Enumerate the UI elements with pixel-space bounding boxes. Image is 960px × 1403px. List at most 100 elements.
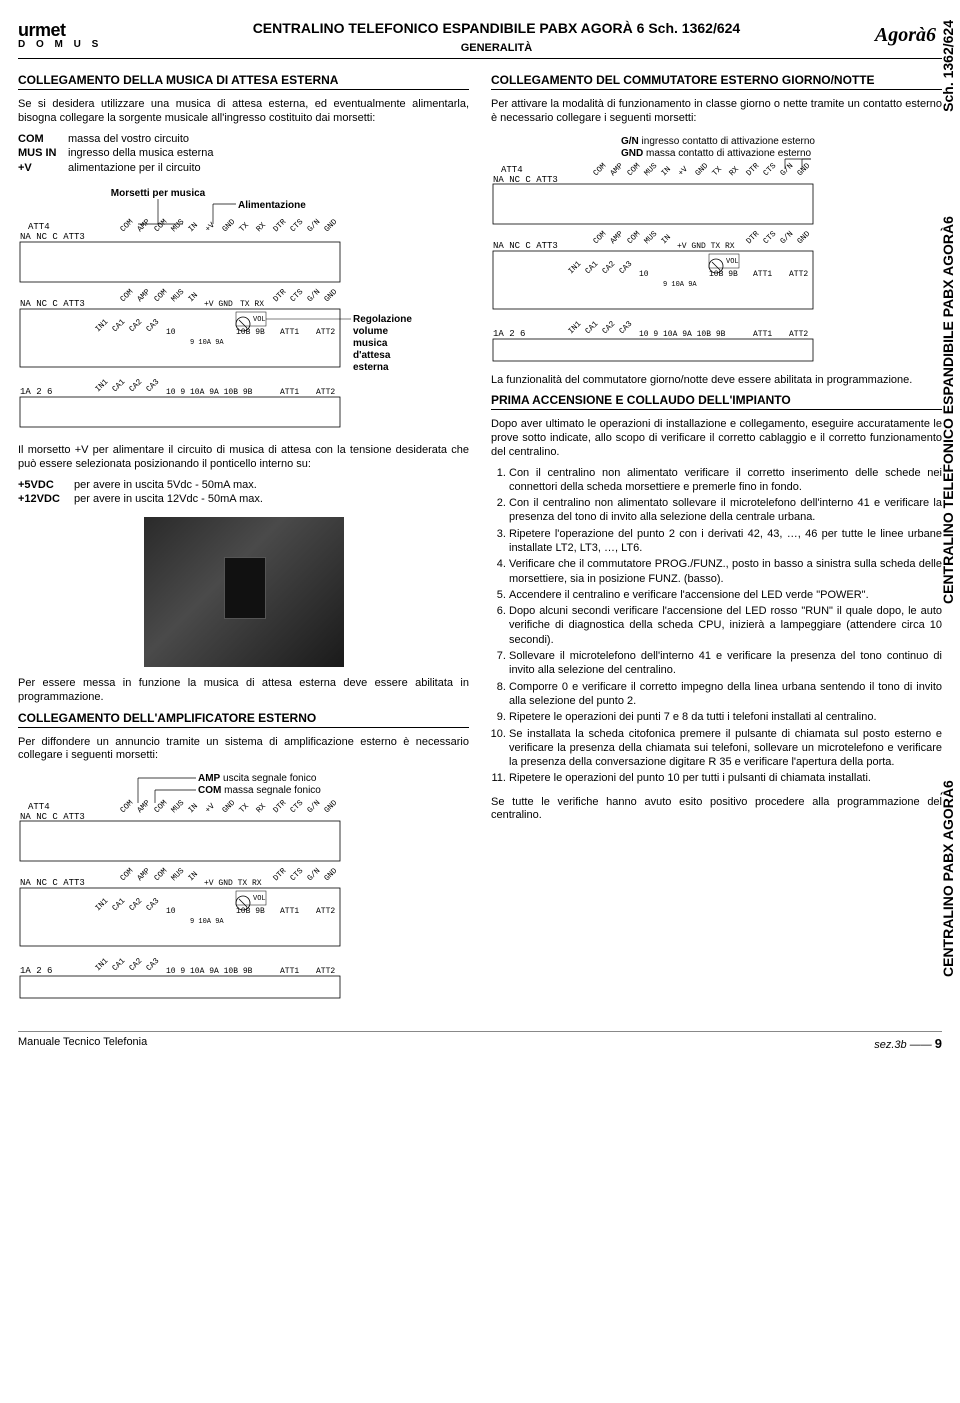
- svg-text:VOL: VOL: [253, 316, 266, 324]
- svg-text:ATT4: ATT4: [28, 802, 50, 812]
- test-step: Sollevare il microtelefono dell'interno …: [509, 649, 942, 678]
- svg-text:ATT2: ATT2: [316, 907, 335, 916]
- svg-text:GND: GND: [694, 161, 711, 178]
- voltage-option: +5VDCper avere in uscita 5Vdc - 50mA max…: [18, 478, 469, 493]
- svg-text:AMP: AMP: [136, 867, 153, 884]
- svg-text:AMP uscita segnale fonico: AMP uscita segnale fonico: [198, 773, 317, 784]
- svg-text:DTR: DTR: [272, 799, 289, 816]
- svg-text:COM: COM: [153, 217, 170, 234]
- svg-text:DTR: DTR: [745, 161, 762, 178]
- svg-text:COM massa segnale fonico: COM massa segnale fonico: [198, 785, 321, 796]
- page-footer: Manuale Tecnico Telefonia sez.3b —— 9: [18, 1031, 942, 1051]
- right-column: COLLEGAMENTO DEL COMMUTATORE ESTERNO GIO…: [491, 73, 942, 1011]
- svg-text:COM: COM: [626, 229, 643, 246]
- svg-text:GND: GND: [796, 161, 813, 178]
- svg-text:G/N: G/N: [306, 217, 323, 234]
- svg-text:IN1: IN1: [94, 957, 111, 974]
- section-test-title: PRIMA ACCENSIONE E COLLAUDO DELL'IMPIANT…: [491, 393, 942, 410]
- terminal-definition: COMmassa del vostro circuito: [18, 132, 469, 147]
- svg-text:9 10A 9A: 9 10A 9A: [190, 918, 224, 926]
- svg-text:10B 9B: 10B 9B: [236, 328, 265, 337]
- svg-text:RX: RX: [728, 164, 741, 177]
- svg-text:ATT2: ATT2: [789, 270, 808, 279]
- svg-text:CTS: CTS: [289, 799, 306, 816]
- section-music-intro: Se si desidera utilizzare una musica di …: [18, 98, 469, 126]
- svg-text:10: 10: [639, 270, 649, 279]
- test-step: Ripetere l'operazione del punto 2 con i …: [509, 527, 942, 556]
- svg-text:MUS: MUS: [170, 867, 187, 884]
- terminal-definition: +Valimentazione per il circuito: [18, 161, 469, 176]
- svg-text:AMP: AMP: [136, 287, 153, 304]
- svg-text:IN: IN: [187, 291, 200, 304]
- svg-text:volume: volume: [353, 326, 388, 337]
- svg-text:IN: IN: [187, 802, 200, 815]
- svg-text:GND: GND: [323, 867, 340, 884]
- svg-text:10B 9B: 10B 9B: [236, 907, 265, 916]
- svg-text:musica: musica: [353, 338, 388, 349]
- svg-text:d'attesa: d'attesa: [353, 350, 391, 361]
- label-alimentazione: Alimentazione: [238, 200, 306, 211]
- svg-text:ATT1: ATT1: [280, 907, 299, 916]
- svg-text:CTS: CTS: [289, 217, 306, 234]
- svg-text:ATT2: ATT2: [316, 967, 335, 976]
- section-daynight-intro: Per attivare la modalità di funzionament…: [491, 98, 942, 126]
- svg-text:AMP: AMP: [609, 229, 626, 246]
- svg-text:COM: COM: [119, 217, 136, 234]
- test-step: Verificare che il commutatore PROG./FUNZ…: [509, 557, 942, 586]
- svg-text:DTR: DTR: [272, 217, 289, 234]
- svg-text:GND massa contatto di attivazi: GND massa contatto di attivazione estern…: [621, 148, 812, 159]
- svg-text:IN: IN: [187, 870, 200, 883]
- page-subtitle: GENERALITÀ: [118, 42, 875, 54]
- svg-text:COM: COM: [153, 867, 170, 884]
- svg-text:RX: RX: [255, 802, 268, 815]
- svg-text:+V GND TX RX: +V GND TX RX: [204, 879, 262, 888]
- test-step: Se installata la scheda citofonica preme…: [509, 727, 942, 770]
- svg-text:G/N ingresso contatto di attiv: G/N ingresso contatto di attivazione est…: [621, 136, 815, 147]
- svg-text:GND: GND: [221, 217, 238, 234]
- terminal-definition: MUS INingresso della musica esterna: [18, 146, 469, 161]
- svg-text:10B 9B: 10B 9B: [709, 270, 738, 279]
- svg-text:IN: IN: [660, 164, 673, 177]
- section-daynight-body2: La funzionalità del commutatore giorno/n…: [491, 374, 942, 388]
- voltage-option: +12VDCper avere in uscita 12Vdc - 50mA m…: [18, 492, 469, 507]
- svg-text:+V: +V: [204, 221, 217, 234]
- svg-text:G/N: G/N: [779, 161, 796, 178]
- svg-text:RX: RX: [255, 221, 268, 234]
- svg-text:10: 10: [166, 328, 176, 337]
- test-steps-list: Con il centralino non alimentato verific…: [491, 466, 942, 786]
- svg-text:ATT1: ATT1: [280, 967, 299, 976]
- footer-right: sez.3b —— 9: [874, 1036, 942, 1051]
- test-step: Con il centralino non alimentato verific…: [509, 466, 942, 495]
- section-test-intro: Dopo aver ultimato le operazioni di inst…: [491, 418, 942, 459]
- section-music-body2: Il morsetto +V per alimentare il circuit…: [18, 444, 469, 472]
- svg-text:+V: +V: [204, 802, 217, 815]
- svg-text:GND: GND: [221, 799, 238, 816]
- svg-text:1A 2 6: 1A 2 6: [20, 387, 52, 397]
- svg-text:9 10A 9A: 9 10A 9A: [190, 339, 224, 347]
- svg-text:ATT1: ATT1: [753, 330, 772, 339]
- label-morsetti: Morsetti per musica: [111, 188, 206, 199]
- svg-text:Regolazione: Regolazione: [353, 314, 412, 325]
- section-amp-intro: Per diffondere un annuncio tramite un si…: [18, 736, 469, 764]
- svg-text:TX RX: TX RX: [240, 300, 264, 309]
- svg-text:TX: TX: [238, 802, 251, 815]
- svg-text:ATT4: ATT4: [28, 222, 50, 232]
- svg-text:DTR: DTR: [272, 867, 289, 884]
- svg-text:9 10A 9A: 9 10A 9A: [663, 281, 697, 289]
- footer-left: Manuale Tecnico Telefonia: [18, 1036, 147, 1051]
- svg-text:IN: IN: [660, 232, 673, 245]
- side-product-name: CENTRALINO TELEFONICO ESPANDIBILE PABX A…: [940, 150, 956, 670]
- svg-text:CTS: CTS: [289, 287, 306, 304]
- svg-text:CA1: CA1: [111, 377, 128, 394]
- svg-text:ATT4: ATT4: [501, 165, 523, 175]
- svg-text:IN1: IN1: [567, 319, 584, 336]
- svg-text:G/N: G/N: [779, 229, 796, 246]
- svg-text:MUS: MUS: [170, 287, 187, 304]
- svg-text:CTS: CTS: [762, 229, 779, 246]
- svg-text:ATT2: ATT2: [316, 328, 335, 337]
- page-header: urmet D O M U S CENTRALINO TELEFONICO ES…: [18, 20, 942, 59]
- svg-text:MUS: MUS: [170, 217, 187, 234]
- svg-text:COM: COM: [119, 867, 136, 884]
- section-amp-title: COLLEGAMENTO DELL'AMPLIFICATORE ESTERNO: [18, 711, 469, 728]
- svg-text:NA NC C ATT3: NA NC C ATT3: [20, 878, 85, 888]
